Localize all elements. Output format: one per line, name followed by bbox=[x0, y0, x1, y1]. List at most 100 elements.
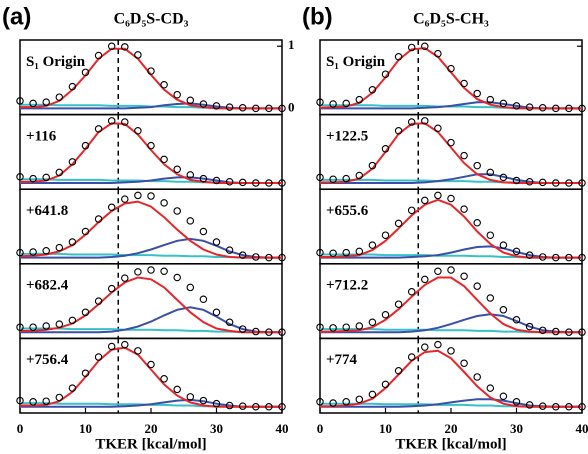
data-point bbox=[421, 42, 429, 50]
data-point bbox=[42, 322, 50, 330]
data-point bbox=[160, 81, 168, 89]
data-point bbox=[434, 267, 442, 276]
data-point bbox=[473, 89, 481, 98]
data-point bbox=[499, 99, 508, 108]
data-point bbox=[434, 124, 442, 133]
x-axis-label: TKER [kcal/mol] bbox=[395, 436, 506, 452]
data-point bbox=[578, 253, 586, 262]
data-point bbox=[212, 238, 221, 246]
data-point bbox=[55, 320, 64, 328]
data-point bbox=[16, 173, 24, 181]
data-point bbox=[42, 173, 50, 182]
data-point bbox=[199, 100, 208, 108]
data-point bbox=[538, 326, 547, 335]
data-point bbox=[252, 403, 260, 411]
data-point bbox=[252, 327, 260, 336]
data-point bbox=[368, 85, 377, 94]
data-point bbox=[355, 171, 364, 180]
panel-frame bbox=[19, 113, 283, 190]
data-point bbox=[186, 393, 195, 401]
data-point bbox=[460, 359, 468, 368]
fit-curve bbox=[19, 200, 282, 259]
data-point bbox=[342, 398, 350, 406]
data-point bbox=[460, 79, 468, 88]
data-point bbox=[407, 288, 416, 296]
data-point bbox=[173, 273, 181, 282]
data-point bbox=[121, 118, 129, 126]
data-point bbox=[278, 328, 286, 336]
data-point bbox=[381, 380, 390, 389]
y-tick-label: 0 bbox=[288, 99, 295, 114]
data-point bbox=[29, 248, 37, 256]
data-point bbox=[68, 158, 77, 166]
data-point bbox=[421, 196, 429, 205]
data-point bbox=[499, 306, 508, 314]
data-point bbox=[342, 323, 350, 331]
data-point bbox=[81, 68, 90, 77]
data-point bbox=[316, 173, 324, 182]
data-point bbox=[186, 171, 195, 179]
data-point bbox=[355, 95, 364, 104]
data-point bbox=[121, 195, 129, 203]
panel-annotation: +641.8 bbox=[26, 203, 68, 219]
data-point bbox=[134, 191, 142, 200]
data-point bbox=[121, 274, 129, 282]
data-point bbox=[238, 402, 247, 410]
fit-curve bbox=[320, 313, 582, 334]
data-point bbox=[552, 179, 560, 187]
data-point bbox=[512, 315, 521, 324]
data-point bbox=[342, 248, 350, 257]
data-point bbox=[265, 104, 273, 113]
fit-curve bbox=[320, 349, 582, 408]
data-point bbox=[186, 96, 195, 105]
data-point bbox=[525, 401, 534, 409]
data-point bbox=[421, 275, 429, 284]
panel-annotation: +756.4 bbox=[26, 352, 69, 368]
data-point bbox=[55, 393, 64, 402]
data-point bbox=[199, 227, 208, 236]
data-point bbox=[434, 191, 442, 200]
data-point bbox=[499, 392, 508, 400]
panel-annotation: +712.2 bbox=[326, 278, 368, 294]
chart-title: C₆D₅S-CH₃ bbox=[413, 11, 489, 28]
data-point bbox=[225, 401, 234, 410]
data-point bbox=[278, 104, 286, 113]
data-point bbox=[316, 248, 324, 257]
data-point bbox=[173, 385, 181, 394]
x-tick-label: 0 bbox=[317, 421, 324, 436]
data-point bbox=[107, 203, 116, 211]
data-point bbox=[473, 282, 481, 290]
data-point bbox=[329, 249, 337, 257]
y-tick-label: 1 bbox=[288, 37, 295, 52]
data-point bbox=[447, 194, 455, 203]
fit-curve bbox=[320, 245, 582, 259]
data-point bbox=[565, 104, 573, 113]
panel-frame bbox=[319, 337, 583, 414]
data-point bbox=[381, 70, 390, 78]
data-point bbox=[368, 241, 377, 249]
data-point bbox=[552, 403, 560, 411]
data-point bbox=[29, 398, 37, 406]
data-point bbox=[173, 165, 181, 174]
data-point bbox=[42, 98, 50, 106]
panel-frame bbox=[19, 188, 283, 265]
data-point bbox=[565, 179, 573, 187]
data-point bbox=[199, 174, 208, 183]
data-point bbox=[460, 151, 468, 160]
fit-curve bbox=[320, 198, 582, 259]
data-point bbox=[447, 138, 455, 147]
data-point bbox=[421, 117, 429, 125]
x-tick-label: 40 bbox=[276, 421, 289, 436]
data-point bbox=[565, 253, 573, 262]
data-point bbox=[473, 161, 481, 170]
data-point bbox=[16, 97, 24, 105]
data-point bbox=[407, 43, 416, 52]
data-point bbox=[447, 266, 455, 274]
data-point bbox=[486, 384, 495, 392]
fit-curve bbox=[20, 276, 282, 334]
data-point bbox=[121, 340, 129, 349]
data-point bbox=[381, 231, 390, 239]
data-point bbox=[252, 179, 260, 187]
panel-frame bbox=[19, 39, 283, 116]
data-point bbox=[552, 327, 560, 336]
